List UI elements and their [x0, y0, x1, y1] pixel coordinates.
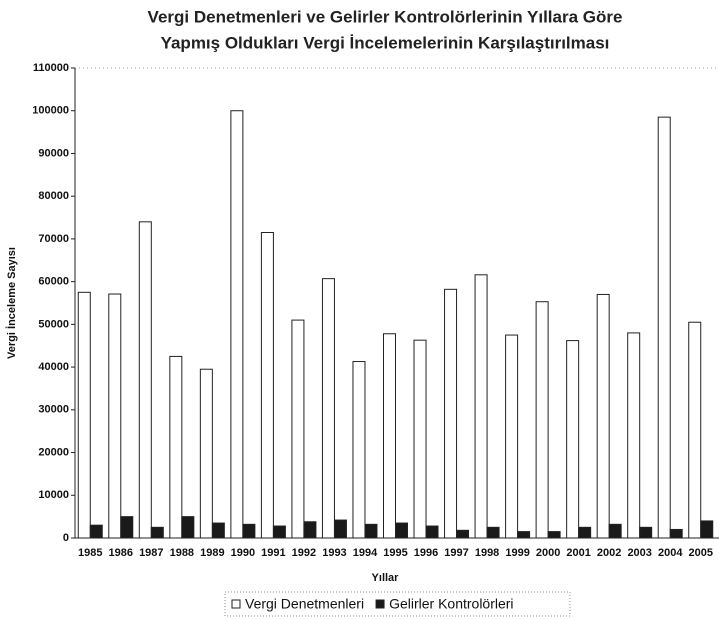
bar	[444, 288, 458, 539]
bar	[333, 519, 347, 539]
bar	[639, 526, 653, 539]
bar	[352, 361, 366, 539]
bar	[627, 332, 641, 539]
y-tick-label: 60000	[38, 276, 69, 288]
bar	[77, 291, 91, 539]
x-tick-label: 1994	[353, 547, 378, 559]
legend-marker	[375, 599, 385, 609]
chart-title: Yapmış Oldukları Vergi İncelemelerinin K…	[161, 33, 610, 52]
legend-marker	[231, 599, 241, 609]
bar	[517, 531, 531, 539]
x-tick-label: 2005	[688, 547, 712, 559]
x-tick-label: 2002	[597, 547, 621, 559]
y-axis-label: Vergi İnceleme Sayısı	[5, 247, 18, 359]
bar	[486, 526, 500, 539]
bar	[505, 334, 519, 539]
bar	[138, 221, 152, 539]
y-tick-label: 0	[63, 532, 69, 544]
y-tick-label: 70000	[38, 233, 69, 245]
y-tick-label: 100000	[32, 105, 69, 117]
y-tick-label: 10000	[38, 489, 69, 501]
bar	[669, 528, 683, 539]
x-tick-label: 1993	[322, 547, 346, 559]
x-tick-label: 1988	[170, 547, 194, 559]
x-tick-label: 1997	[444, 547, 468, 559]
x-tick-label: 1986	[109, 547, 133, 559]
x-tick-label: 1998	[475, 547, 499, 559]
y-tick-label: 80000	[38, 190, 69, 202]
bar	[456, 529, 470, 539]
chart-title: Vergi Denetmenleri ve Gelirler Kontrolör…	[148, 7, 623, 26]
bar	[150, 526, 164, 539]
bar	[230, 110, 244, 539]
x-tick-label: 2004	[658, 547, 683, 559]
bar	[474, 274, 488, 539]
x-tick-label: 2001	[566, 547, 590, 559]
bar	[688, 321, 702, 539]
bar	[566, 340, 580, 539]
y-tick-label: 50000	[38, 318, 69, 330]
bar	[242, 523, 256, 539]
bar	[321, 278, 335, 539]
bar	[413, 339, 427, 539]
x-tick-label: 1990	[231, 547, 255, 559]
bar	[364, 523, 378, 539]
x-tick-label: 1992	[292, 547, 316, 559]
bar	[578, 526, 592, 539]
bar	[547, 531, 561, 539]
bar	[169, 355, 183, 539]
bar	[108, 293, 122, 539]
bar	[181, 516, 195, 539]
y-tick-label: 90000	[38, 147, 69, 159]
bar	[425, 525, 439, 539]
legend-box	[224, 591, 571, 617]
y-tick-label: 110000	[33, 62, 69, 74]
bar	[260, 232, 274, 539]
bar	[596, 293, 610, 539]
bar	[303, 521, 317, 539]
x-tick-label: 1995	[383, 547, 407, 559]
x-tick-label: 1989	[200, 547, 224, 559]
x-tick-label: 1991	[261, 547, 285, 559]
x-axis-label: Yıllar	[372, 572, 400, 584]
y-tick-label: 20000	[38, 446, 69, 458]
bar	[120, 516, 134, 539]
bar	[199, 368, 213, 539]
x-tick-label: 1996	[414, 547, 438, 559]
bar	[657, 116, 671, 539]
bar	[395, 522, 408, 539]
legend-label: Gelirler Kontrolörleri	[389, 596, 513, 612]
y-tick-label: 40000	[38, 361, 69, 373]
bar	[211, 522, 225, 539]
x-tick-label: 1987	[139, 547, 163, 559]
x-tick-label: 1985	[78, 547, 102, 559]
y-tick-label: 30000	[38, 404, 69, 416]
bar	[89, 524, 103, 539]
bar	[291, 319, 305, 539]
x-tick-label: 2003	[627, 547, 651, 559]
legend-label: Vergi Denetmenleri	[245, 596, 364, 612]
bar	[272, 525, 286, 539]
bar	[700, 520, 714, 539]
bar	[383, 333, 396, 539]
bar	[535, 301, 549, 539]
bar	[608, 523, 622, 539]
x-tick-label: 2000	[536, 547, 560, 559]
x-tick-label: 1999	[505, 547, 529, 559]
